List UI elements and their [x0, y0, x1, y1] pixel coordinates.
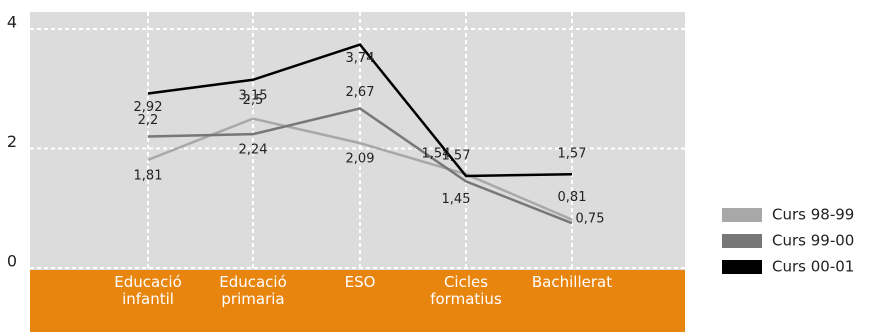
x-tick-label: Cicles formatius	[430, 273, 502, 308]
legend-swatch	[722, 208, 762, 222]
value-label: 0,75	[576, 212, 605, 227]
y-tick-label: 4	[7, 13, 17, 32]
value-label: 1,57	[558, 147, 587, 162]
value-label: 2,09	[346, 152, 375, 167]
x-tick-label: Bachillerat	[531, 273, 613, 291]
line	[147, 107, 573, 225]
y-tick-label: 2	[7, 132, 17, 151]
category-band	[30, 270, 685, 332]
x-tick-label: Educació infantil	[114, 273, 182, 308]
legend-swatch	[722, 260, 762, 274]
plot-area	[30, 12, 685, 270]
legend-label: Curs 00-01	[772, 258, 854, 276]
legend-swatch	[722, 234, 762, 248]
value-label: 3,74	[346, 51, 375, 66]
value-label: 3,15	[239, 88, 268, 103]
legend-label: Curs 98-99	[772, 206, 854, 224]
value-label: 2,67	[346, 85, 375, 100]
value-label: 1,45	[442, 192, 471, 207]
value-label: 0,81	[558, 190, 587, 205]
legend-label: Curs 99-00	[772, 232, 854, 250]
value-label: 2,5	[243, 93, 264, 108]
x-tick-label: Educació primaria	[219, 273, 287, 308]
x-tick-label: ESO	[344, 273, 376, 291]
value-label: 2,92	[134, 100, 163, 115]
value-label: 2,2	[138, 113, 159, 128]
line	[147, 43, 573, 178]
value-label: 1,81	[134, 168, 163, 183]
value-label: 1,54	[422, 146, 451, 161]
y-tick-label: 0	[7, 252, 17, 271]
value-label: 1,57	[442, 149, 471, 164]
line	[147, 117, 573, 221]
value-label: 2,24	[239, 143, 268, 158]
